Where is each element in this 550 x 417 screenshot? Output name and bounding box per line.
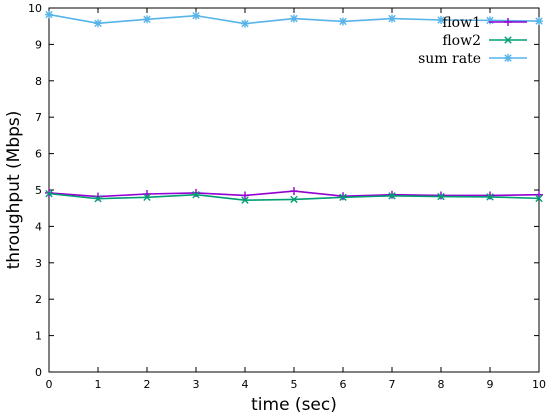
y-tick-label: 8 [35,75,42,88]
data-point [45,189,53,198]
legend-item: flow2 [442,33,527,49]
y-tick-label: 0 [35,366,42,379]
y-tick-label: 10 [28,2,42,15]
series-sum-rate [45,10,543,28]
legend-marker [504,18,512,26]
data-point [339,17,347,26]
data-point [94,19,102,28]
data-point [143,193,151,201]
data-point [241,191,249,200]
x-tick-label: 4 [242,378,249,391]
data-point [241,196,249,204]
y-axis-label: throughput (Mbps) [4,111,24,270]
data-point [339,192,347,201]
data-point [437,192,445,201]
x-tick-label: 2 [144,378,151,391]
y-tick-label: 9 [35,38,42,51]
x-tick-label: 3 [193,378,200,391]
y-tick-label: 2 [35,293,42,306]
legend-item: flow1 [442,15,527,31]
x-axis: 0 1 2 3 4 5 6 7 8 9 10 [46,8,546,391]
data-point [45,10,53,19]
series-flow2 [45,189,543,204]
data-point [437,191,445,200]
series-layer [45,10,543,204]
legend-label: sum rate [418,51,481,67]
data-point [535,194,543,203]
y-tick-label: 1 [35,330,42,343]
data-point [94,195,102,203]
legend-marker [504,54,512,62]
data-point [388,14,396,23]
x-tick-label: 6 [340,378,347,391]
y-tick-label: 5 [35,184,42,197]
y-axis: 0 1 2 3 4 5 6 7 8 9 10 [28,2,539,379]
x-tick-label: 1 [95,378,102,391]
data-point [486,193,494,201]
x-tick-label: 8 [438,378,445,391]
legend-item: sum rate [418,51,527,67]
data-point [486,191,494,200]
x-tick-label: 5 [291,378,298,391]
data-point [535,17,543,26]
data-point [192,191,200,199]
x-tick-label: 9 [487,378,494,391]
y-tick-label: 6 [35,148,42,161]
legend: flow1 flow2 sum rate [418,15,527,67]
x-tick-label: 7 [389,378,396,391]
legend-marker [504,36,512,44]
x-tick-label: 10 [532,378,546,391]
y-tick-label: 3 [35,257,42,270]
data-point [290,14,298,23]
y-tick-label: 7 [35,111,42,124]
x-axis-label: time (sec) [251,395,337,415]
y-tick-label: 4 [35,220,42,233]
data-point [192,11,200,20]
data-point [143,15,151,24]
legend-label: flow1 [442,15,481,31]
data-point [290,187,298,196]
legend-label: flow2 [442,33,481,49]
data-point [241,19,249,28]
data-point [290,195,298,204]
data-point [388,192,396,200]
x-tick-label: 0 [46,378,53,391]
data-point [486,16,494,25]
data-point [339,193,347,201]
data-point [388,190,396,199]
data-point [437,16,445,25]
